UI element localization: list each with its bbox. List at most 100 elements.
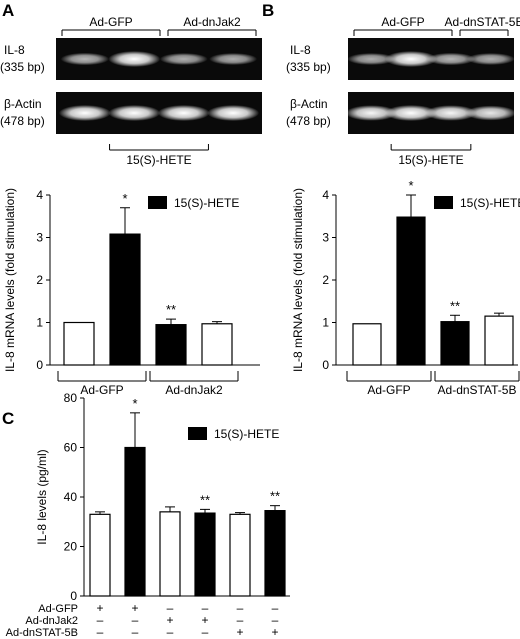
gel-band-b	[425, 105, 477, 121]
bar-b-1	[352, 323, 382, 366]
gel-band-a	[60, 52, 110, 66]
y-tick-label-c: 20	[64, 540, 78, 554]
significance-mark-a: **	[166, 302, 176, 317]
legend-label-c: 15(S)-HETE	[214, 427, 279, 441]
bar-c-4	[194, 512, 216, 597]
gel-band-b	[347, 53, 396, 65]
gel-row-label-a: IL-8	[4, 43, 25, 57]
legend-swatch-a	[148, 196, 167, 209]
gel-band-a	[157, 105, 210, 121]
condition-sign-c: +	[201, 613, 208, 627]
condition-sign-c: –	[237, 613, 244, 627]
gel-band-a	[209, 53, 258, 65]
bar-a-2	[109, 233, 141, 366]
condition-sign-c: +	[236, 625, 243, 639]
bar-c-1	[89, 513, 111, 597]
bar-c-5	[229, 513, 251, 597]
legend-swatch-b	[434, 196, 453, 209]
gel-band-a	[108, 51, 161, 67]
condition-sign-c: –	[97, 625, 104, 639]
y-tick-label-c: 80	[64, 391, 78, 405]
condition-sign-c: –	[167, 601, 174, 615]
group-label-a-1: Ad-GFP	[80, 383, 123, 397]
condition-sign-c: –	[132, 625, 139, 639]
bar-a-1	[63, 321, 95, 366]
treatment-label-a: 15(S)-HETE	[126, 153, 191, 167]
panel-b-letter: B	[262, 1, 274, 20]
significance-mark-b: *	[408, 178, 413, 193]
gel-band-a	[207, 105, 260, 121]
condition-label-c-2: Ad-dnJak2	[25, 615, 78, 627]
condition-sign-c: –	[167, 625, 174, 639]
gel-row-size-a: (478 bp)	[0, 114, 45, 128]
gel-band-b	[466, 53, 515, 65]
y-tick-label-c: 0	[70, 589, 77, 603]
gel-band-a	[108, 105, 161, 121]
gel-group-label-b-2: Ad-dnSTAT-5B	[445, 15, 520, 29]
condition-sign-c: –	[97, 613, 104, 627]
gel-row-label-a: β-Actin	[4, 97, 42, 111]
y-axis-label-c: IL-8 levels (pg/ml)	[35, 449, 49, 544]
condition-sign-c: –	[132, 613, 139, 627]
condition-sign-c: –	[202, 625, 209, 639]
condition-sign-c: +	[96, 601, 103, 615]
bar-c-3	[159, 511, 181, 597]
significance-mark-c: **	[270, 489, 280, 504]
group-label-a-2: Ad-dnJak2	[165, 383, 223, 397]
gel-band-a	[58, 105, 111, 121]
y-tick-label-a: 2	[36, 273, 43, 287]
bar-b-2	[396, 216, 426, 366]
condition-sign-c: –	[237, 601, 244, 615]
treatment-label-b: 15(S)-HETE	[398, 153, 463, 167]
group-label-b-1: Ad-GFP	[367, 383, 410, 397]
gel-group-label-a-1: Ad-GFP	[89, 15, 132, 29]
bar-a-4	[201, 323, 233, 366]
condition-sign-c: –	[272, 613, 279, 627]
gel-row-size-b: (478 bp)	[286, 114, 331, 128]
legend-label-a: 15(S)-HETE	[174, 196, 239, 210]
condition-sign-c: +	[271, 625, 278, 639]
y-axis-label-a: IL-8 mRNA levels (fold stimulation)	[3, 188, 17, 372]
bar-b-4	[484, 315, 514, 366]
y-tick-label-a: 4	[36, 188, 43, 202]
significance-mark-c: **	[200, 492, 210, 507]
y-tick-label-a: 3	[36, 231, 43, 245]
condition-label-c-1: Ad-GFP	[38, 603, 78, 615]
condition-sign-c: –	[272, 601, 279, 615]
significance-mark-b: **	[450, 298, 460, 313]
gel-row-label-b: IL-8	[290, 43, 311, 57]
condition-sign-c: –	[202, 601, 209, 615]
gel-row-size-a: (335 bp)	[0, 60, 45, 74]
gel-band-b	[465, 105, 517, 121]
y-tick-label-a: 0	[36, 358, 43, 372]
y-tick-label-b: 3	[322, 231, 329, 245]
y-tick-label-b: 1	[322, 316, 329, 330]
gel-band-a	[159, 53, 208, 65]
gel-group-label-b-1: Ad-GFP	[381, 15, 424, 29]
y-tick-label-a: 1	[36, 316, 43, 330]
panel-a-letter: A	[2, 1, 14, 20]
y-tick-label-b: 0	[322, 358, 329, 372]
bar-c-6	[264, 510, 286, 597]
gel-band-b	[385, 51, 438, 67]
y-tick-label-c: 60	[64, 441, 78, 455]
y-tick-label-b: 4	[322, 188, 329, 202]
gel-row-size-b: (335 bp)	[286, 60, 331, 74]
gel-group-label-a-2: Ad-dnJak2	[183, 15, 241, 29]
legend-label-b: 15(S)-HETE	[460, 196, 520, 210]
legend-swatch-c	[188, 427, 207, 440]
condition-label-c-3: Ad-dnSTAT-5B	[6, 627, 78, 639]
gel-row-label-b: β-Actin	[290, 97, 328, 111]
bar-a-3	[155, 324, 187, 366]
bar-c-2	[124, 446, 146, 597]
condition-sign-c: +	[131, 601, 138, 615]
condition-sign-c: +	[166, 613, 173, 627]
group-label-b-2: Ad-dnSTAT-5B	[438, 383, 517, 397]
significance-mark-a: *	[122, 191, 127, 206]
bar-b-3	[440, 321, 470, 366]
panel-c-letter: C	[2, 409, 14, 428]
y-axis-label-b: IL-8 mRNA levels (fold stimulation)	[291, 188, 305, 372]
significance-mark-c: *	[132, 396, 137, 411]
y-tick-label-b: 2	[322, 273, 329, 287]
